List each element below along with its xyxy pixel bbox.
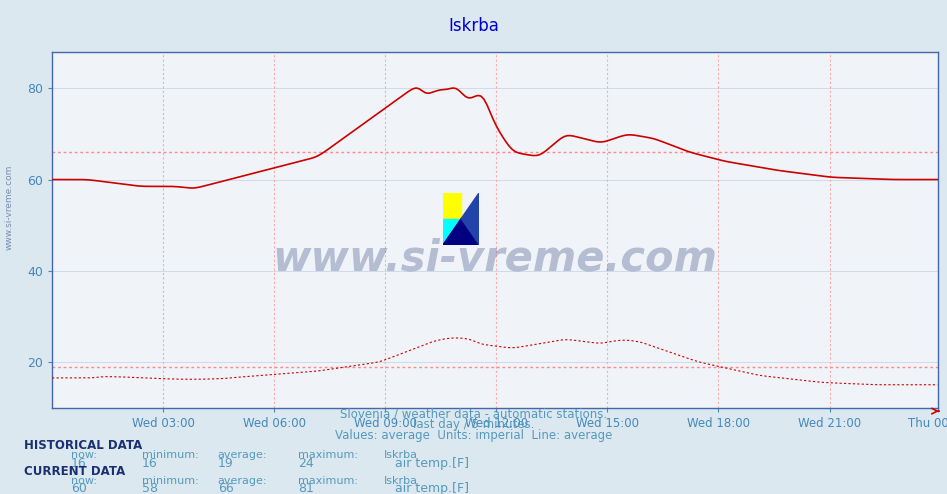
- Polygon shape: [461, 193, 479, 245]
- Text: last day / 5 minutes.: last day / 5 minutes.: [413, 418, 534, 431]
- Text: Iskrba: Iskrba: [384, 451, 418, 460]
- Text: air temp.[F]: air temp.[F]: [395, 457, 469, 470]
- Bar: [443, 193, 461, 218]
- Text: 16: 16: [142, 457, 158, 470]
- Text: CURRENT DATA: CURRENT DATA: [24, 465, 125, 478]
- Text: air temp.[F]: air temp.[F]: [395, 482, 469, 494]
- Text: www.si-vreme.com: www.si-vreme.com: [5, 165, 14, 250]
- Text: 19: 19: [218, 457, 234, 470]
- Text: Slovenia / weather data - automatic stations.: Slovenia / weather data - automatic stat…: [340, 408, 607, 420]
- Text: now:: now:: [71, 476, 97, 486]
- Text: minimum:: minimum:: [142, 476, 199, 486]
- Text: Iskrba: Iskrba: [384, 476, 418, 486]
- Text: average:: average:: [218, 451, 267, 460]
- Text: maximum:: maximum:: [298, 476, 358, 486]
- Polygon shape: [443, 218, 479, 245]
- Text: HISTORICAL DATA: HISTORICAL DATA: [24, 439, 142, 452]
- Text: 81: 81: [298, 482, 314, 494]
- Text: maximum:: maximum:: [298, 451, 358, 460]
- Text: Iskrba: Iskrba: [448, 17, 499, 35]
- Polygon shape: [443, 218, 461, 245]
- Text: 58: 58: [142, 482, 158, 494]
- Text: minimum:: minimum:: [142, 451, 199, 460]
- Text: www.si-vreme.com: www.si-vreme.com: [273, 237, 717, 279]
- Text: 60: 60: [71, 482, 87, 494]
- Text: now:: now:: [71, 451, 97, 460]
- Text: Values: average  Units: imperial  Line: average: Values: average Units: imperial Line: av…: [335, 429, 612, 442]
- Text: 16: 16: [71, 457, 87, 470]
- Text: average:: average:: [218, 476, 267, 486]
- Text: 66: 66: [218, 482, 234, 494]
- Text: 24: 24: [298, 457, 314, 470]
